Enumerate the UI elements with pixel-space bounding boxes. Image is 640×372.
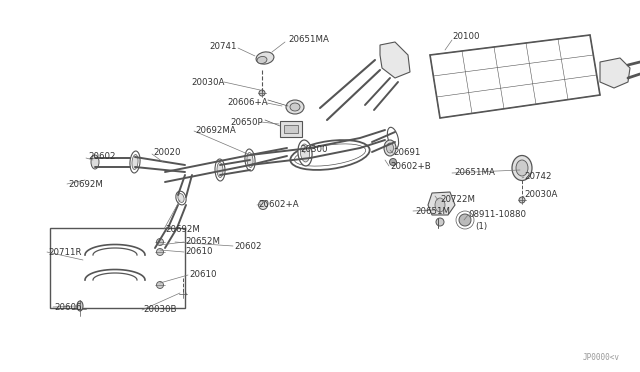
Ellipse shape	[180, 274, 186, 282]
Text: 20030A: 20030A	[524, 190, 557, 199]
Text: 20651MA: 20651MA	[288, 35, 329, 44]
Ellipse shape	[247, 153, 253, 167]
Text: 20691: 20691	[393, 148, 420, 157]
Text: 20692MA: 20692MA	[195, 126, 236, 135]
Text: 20651M: 20651M	[415, 207, 450, 216]
Text: (1): (1)	[475, 222, 487, 231]
Text: 20651MA: 20651MA	[454, 168, 495, 177]
Text: 20610: 20610	[185, 247, 212, 256]
Polygon shape	[430, 35, 600, 118]
Ellipse shape	[180, 266, 186, 274]
Ellipse shape	[91, 155, 99, 169]
Ellipse shape	[298, 140, 312, 166]
Text: 20602+B: 20602+B	[390, 162, 431, 171]
Circle shape	[459, 214, 471, 226]
Text: 20020: 20020	[153, 148, 180, 157]
Polygon shape	[600, 58, 630, 88]
Text: 20742: 20742	[524, 172, 552, 181]
Bar	[284, 125, 298, 133]
Ellipse shape	[290, 103, 300, 111]
Circle shape	[157, 282, 163, 289]
Text: 20602: 20602	[234, 242, 262, 251]
Polygon shape	[380, 42, 410, 78]
Text: 20722M: 20722M	[440, 195, 475, 204]
Text: 20602: 20602	[88, 152, 115, 161]
Text: 20692M: 20692M	[68, 180, 103, 189]
Text: 20610: 20610	[189, 270, 216, 279]
Ellipse shape	[77, 301, 83, 311]
Text: 20650P: 20650P	[230, 118, 263, 127]
Ellipse shape	[512, 155, 532, 180]
Ellipse shape	[130, 151, 140, 173]
Text: 20606: 20606	[54, 303, 81, 312]
Text: 20741: 20741	[209, 42, 237, 51]
Text: 20030A: 20030A	[191, 78, 225, 87]
Ellipse shape	[387, 127, 399, 149]
Ellipse shape	[257, 57, 267, 64]
Text: 20030B: 20030B	[143, 305, 177, 314]
Ellipse shape	[132, 154, 138, 170]
Circle shape	[259, 201, 268, 209]
Text: 20711R: 20711R	[48, 248, 81, 257]
Text: 20300: 20300	[300, 145, 328, 154]
Ellipse shape	[180, 291, 186, 297]
Text: 20606+A: 20606+A	[227, 98, 268, 107]
Ellipse shape	[435, 198, 445, 212]
Bar	[280, 121, 302, 137]
Bar	[50, 228, 185, 308]
Ellipse shape	[259, 90, 265, 96]
Circle shape	[390, 158, 397, 166]
Ellipse shape	[256, 52, 274, 64]
Ellipse shape	[178, 193, 184, 202]
Ellipse shape	[519, 197, 525, 203]
Ellipse shape	[516, 160, 528, 176]
Circle shape	[157, 248, 163, 256]
Text: 20692M: 20692M	[165, 225, 200, 234]
Ellipse shape	[245, 149, 255, 171]
Ellipse shape	[176, 191, 186, 205]
Text: 20602+A: 20602+A	[258, 200, 299, 209]
Text: JP0000<v: JP0000<v	[583, 353, 620, 362]
Ellipse shape	[286, 100, 304, 114]
Ellipse shape	[384, 140, 396, 156]
Ellipse shape	[300, 144, 310, 162]
Text: 20100: 20100	[452, 32, 479, 41]
Circle shape	[157, 238, 163, 246]
Text: 08911-10880: 08911-10880	[468, 210, 526, 219]
Text: 20652M: 20652M	[185, 237, 220, 246]
Ellipse shape	[215, 159, 225, 181]
Polygon shape	[428, 192, 455, 215]
Ellipse shape	[387, 143, 394, 153]
Ellipse shape	[436, 218, 444, 226]
Ellipse shape	[217, 163, 223, 177]
Ellipse shape	[291, 140, 370, 170]
